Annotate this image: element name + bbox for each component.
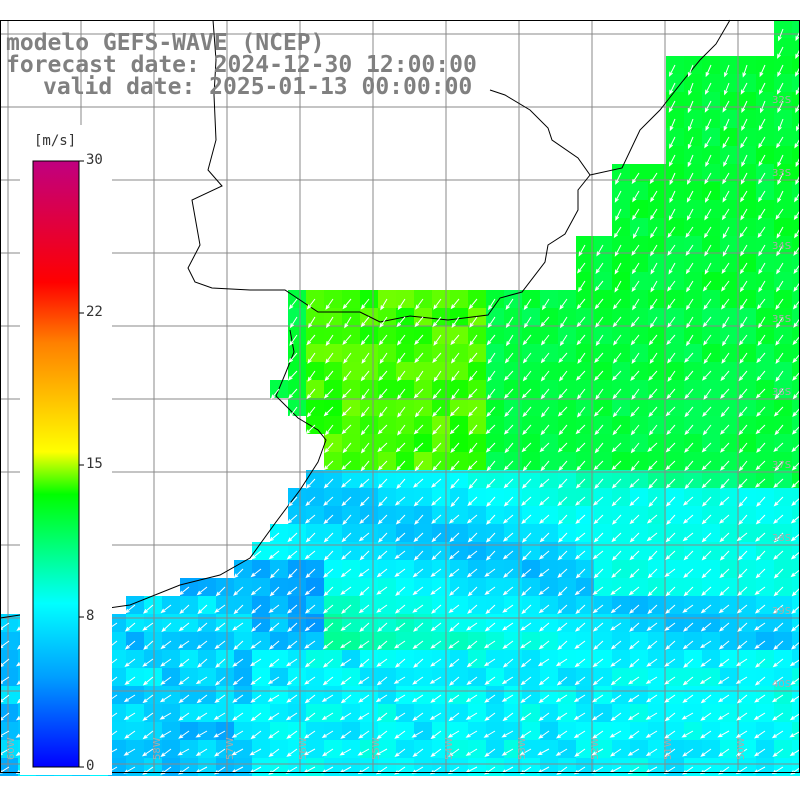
wind-speed-cells: [0, 20, 800, 776]
wind-cell: [792, 200, 800, 218]
lat-label: 33S: [772, 168, 791, 179]
colorbar-tick-15: 15: [86, 456, 103, 472]
lon-label: 53W: [517, 737, 528, 760]
lat-label: 34S: [772, 241, 791, 252]
lon-label: 55W: [371, 737, 382, 760]
wind-cell: [792, 182, 800, 200]
wind-cell: [792, 128, 800, 146]
wind-cell: [792, 722, 800, 740]
lon-label: 51W: [663, 737, 674, 760]
wind-cell: [792, 254, 800, 272]
wind-cell: [792, 20, 800, 38]
lat-label: 32S: [772, 95, 791, 106]
lat-label: 40S: [772, 679, 791, 690]
lon-label: 60W: [6, 737, 17, 760]
lon-label: 57W: [225, 737, 236, 760]
wind-cell: [792, 218, 800, 236]
colorbar-tick-30: 30: [86, 152, 103, 168]
colorbar-tick-22: 22: [86, 304, 103, 320]
lon-label: 56W: [298, 737, 309, 760]
lon-label: 52W: [590, 737, 601, 760]
lat-label: 37S: [772, 460, 791, 471]
wind-cell: [792, 272, 800, 290]
lat-label: 39S: [772, 606, 791, 617]
colorbar-tick-0: 0: [86, 758, 94, 774]
lon-label: 50W: [736, 737, 747, 760]
lat-label: 38S: [772, 533, 791, 544]
colorbar-tick-8: 8: [86, 608, 94, 624]
wind-cell: [792, 38, 800, 56]
lat-label: 36S: [772, 387, 791, 398]
lat-label: 35S: [772, 314, 791, 325]
lon-label: 54W: [444, 737, 455, 760]
colorbar: [33, 161, 79, 767]
lon-label: 58W: [152, 737, 163, 760]
wind-cell: [792, 146, 800, 164]
colorbar-units: [m/s]: [34, 133, 76, 149]
title-valid-date: valid date: 2025-01-13 00:00:00: [43, 75, 472, 99]
wind-cell: [792, 56, 800, 74]
